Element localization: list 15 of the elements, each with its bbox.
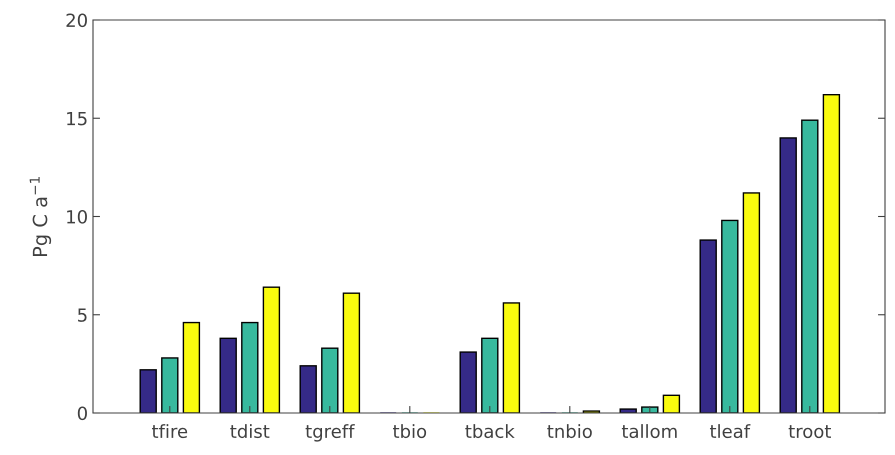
x-tick-label: tbio bbox=[392, 424, 426, 438]
y-tick-label: 0 bbox=[78, 406, 87, 420]
y-tick-label: 10 bbox=[67, 210, 87, 224]
x-tick-label: tdist bbox=[230, 424, 270, 438]
x-tick-label: tleaf bbox=[710, 424, 750, 438]
y-tick-label: 15 bbox=[67, 112, 87, 126]
y-tick-label: 5 bbox=[78, 308, 87, 322]
x-tick-label: tback bbox=[465, 424, 515, 438]
y-axis-title: Pg C a$^{−1}$ bbox=[30, 177, 52, 256]
x-tick-label: tallom bbox=[622, 424, 677, 438]
x-tick-label: tnbio bbox=[547, 424, 592, 438]
y-tick-label: 20 bbox=[66, 13, 87, 28]
x-tick-label: troot bbox=[788, 425, 831, 438]
x-tick-label: tfire bbox=[152, 424, 188, 438]
x-tick-label: tgreff bbox=[306, 424, 355, 442]
